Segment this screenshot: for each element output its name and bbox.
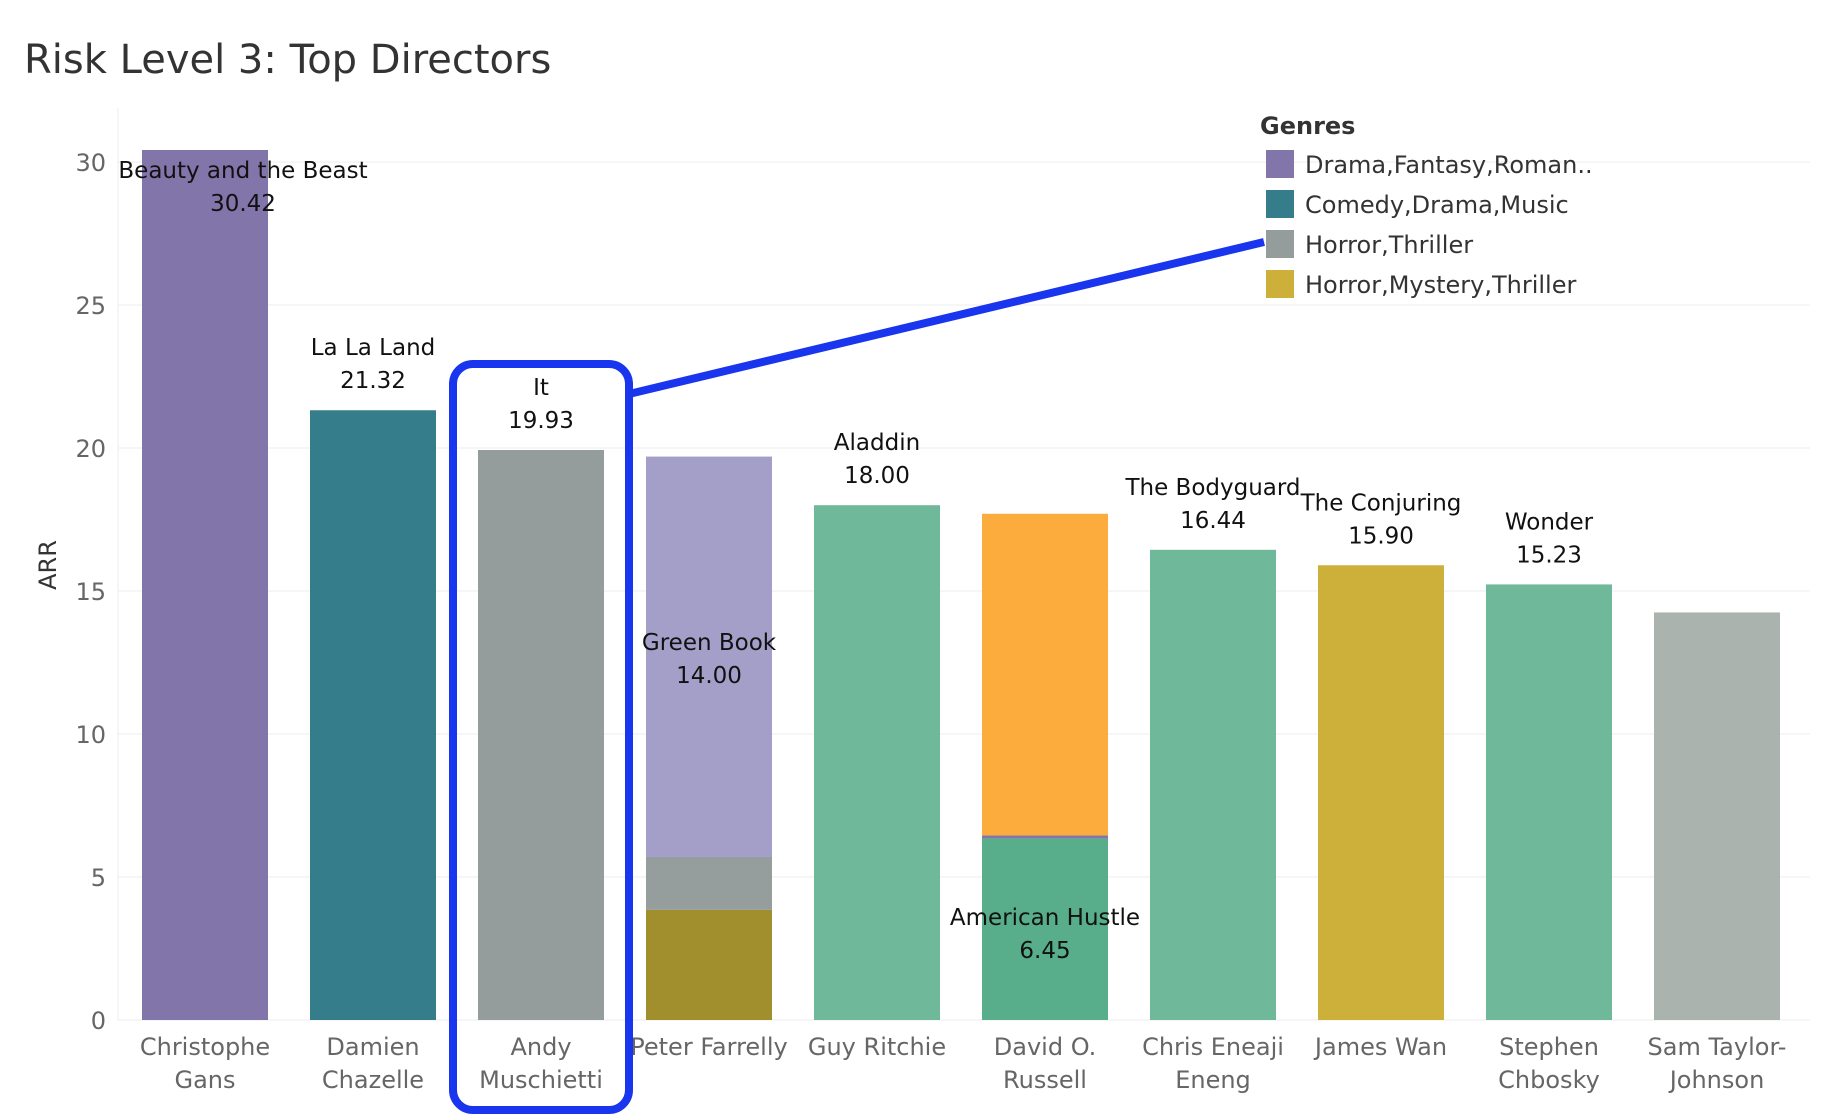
y-tick-label: 25 — [75, 292, 106, 320]
x-tick-label: Christophe — [140, 1033, 270, 1061]
legend-entry-label: Drama,Fantasy,Roman.. — [1305, 151, 1593, 179]
legend-entry-label: Comedy,Drama,Music — [1305, 191, 1569, 219]
x-tick-label: James Wan — [1313, 1033, 1447, 1061]
x-tick-label: Chbosky — [1498, 1066, 1600, 1094]
bar-annotation-name: Aladdin — [834, 430, 920, 456]
bar-annotation-name: Green Book — [642, 630, 777, 656]
y-axis: 0 5 10 15 20 25 30 — [75, 149, 106, 1035]
bar-segment — [310, 410, 436, 1020]
legend-title: Genres — [1260, 112, 1355, 140]
highlight-box — [449, 360, 633, 1114]
bar-segment — [982, 838, 1108, 1020]
x-tick-label: Sam Taylor- — [1648, 1033, 1787, 1061]
legend-entry-label: Horror,Thriller — [1305, 231, 1473, 259]
legend-swatch — [1266, 230, 1294, 258]
bar-annotation-name: La La Land — [311, 335, 436, 361]
bar-segment — [982, 513, 1108, 836]
legend-swatch — [1266, 190, 1294, 218]
bar-segment — [646, 909, 772, 1020]
bar-annotation-value: 6.45 — [1019, 938, 1070, 964]
x-tick-label: Russell — [1003, 1066, 1087, 1094]
x-tick-label: Chazelle — [322, 1066, 424, 1094]
x-axis: Christophe Gans Damien Chazelle Andy Muschiet… — [140, 1033, 1787, 1094]
bar-segment — [1486, 584, 1612, 1020]
bar-segment — [982, 835, 1108, 839]
bar-annotation-name: Wonder — [1505, 509, 1594, 535]
x-tick-label: Gans — [174, 1066, 235, 1094]
bar-annotation-value: 30.42 — [210, 191, 276, 217]
y-tick-label: 5 — [91, 864, 106, 892]
y-tick-label: 10 — [75, 721, 106, 749]
y-tick-label: 20 — [75, 435, 106, 463]
y-tick-label: 30 — [75, 149, 106, 177]
legend-swatch — [1266, 150, 1294, 178]
bar-annotation-value: 16.44 — [1180, 508, 1246, 534]
bar-annotation-name: Beauty and the Beast — [118, 158, 367, 184]
bar-segment — [478, 450, 604, 1020]
bar-annotation-value: 18.00 — [844, 463, 910, 489]
highlight-connector-line — [628, 238, 1265, 398]
x-tick-label: Peter Farrelly — [630, 1033, 787, 1061]
y-tick-label: 15 — [75, 578, 106, 606]
x-tick-label: Damien — [326, 1033, 419, 1061]
x-tick-label: Andy — [510, 1033, 571, 1061]
legend-swatch — [1266, 270, 1294, 298]
legend: Genres Drama,Fantasy,Roman.. Comedy,Drama… — [1260, 112, 1593, 299]
bar-annotation-value: 19.93 — [508, 408, 574, 434]
bar-annotation-value: 15.23 — [1516, 542, 1582, 568]
y-tick-label: 0 — [91, 1007, 106, 1035]
x-tick-label: David O. — [994, 1033, 1096, 1061]
bar-segment — [1318, 565, 1444, 1020]
legend-entry-label: Horror,Mystery,Thriller — [1305, 271, 1576, 299]
bar-annotation-name: The Conjuring — [1300, 490, 1462, 516]
x-tick-label: Chris Eneaji — [1142, 1033, 1284, 1061]
bar-annotation-value: 21.32 — [340, 368, 406, 394]
bar-annotations: Beauty and the Beast 30.42 La La Land 21.32… — [118, 158, 1593, 964]
x-tick-label: Guy Ritchie — [808, 1033, 946, 1061]
bar-annotation-name: American Hustle — [950, 905, 1140, 931]
x-tick-label: Muschietti — [479, 1066, 603, 1094]
bar-annotation-name: The Bodyguard — [1124, 475, 1300, 501]
bar-segment — [1654, 612, 1780, 1020]
bar-segment — [142, 149, 268, 1020]
bar-annotation-value: 14.00 — [676, 663, 742, 689]
bars — [142, 149, 1780, 1020]
x-tick-label: Johnson — [1668, 1066, 1765, 1094]
bar-segment — [646, 456, 772, 857]
bar-segment — [1150, 549, 1276, 1020]
y-axis-label: ARR — [34, 540, 62, 590]
x-tick-label: Stephen — [1499, 1033, 1599, 1061]
bar-segment — [814, 505, 940, 1020]
chart-title: Risk Level 3: Top Directors — [24, 37, 551, 83]
x-tick-label: Eneng — [1175, 1066, 1251, 1094]
bar-segment — [646, 856, 772, 910]
highlight-callout — [449, 238, 1265, 1114]
bar-annotation-name: It — [533, 375, 549, 401]
bar-annotation-value: 15.90 — [1348, 523, 1414, 549]
